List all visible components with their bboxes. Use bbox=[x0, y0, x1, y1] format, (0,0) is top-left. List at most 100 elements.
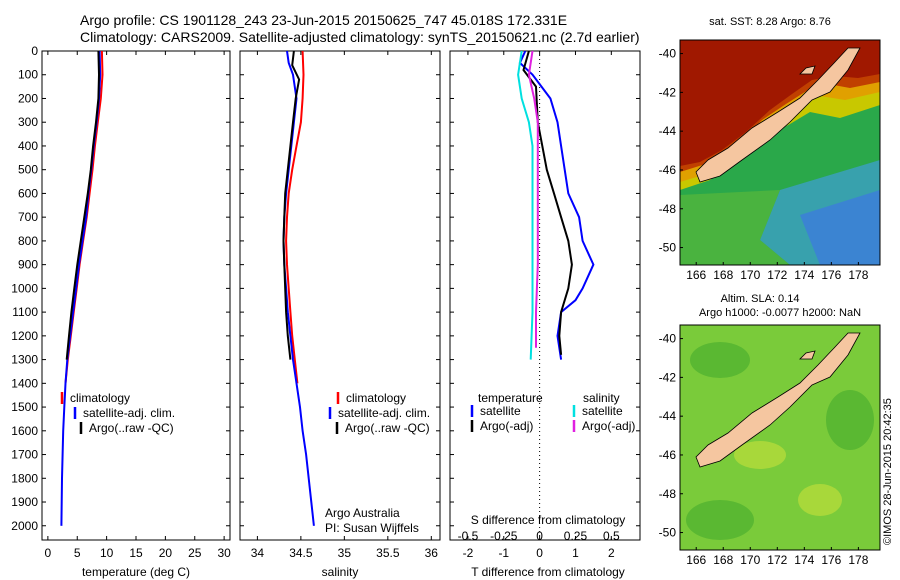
series-group bbox=[517, 51, 595, 360]
x2-tick-label: 0.25 bbox=[564, 529, 588, 543]
y-tick-label: 0 bbox=[31, 44, 38, 58]
y-tick-label: 800 bbox=[18, 234, 38, 248]
salinity-axis-label: salinity bbox=[322, 565, 359, 579]
legend-climatology: climatology bbox=[346, 391, 406, 405]
series-s-argo-adj- bbox=[527, 51, 539, 348]
x-tick-label: 10 bbox=[100, 546, 114, 560]
x-tick-label: 36 bbox=[425, 546, 439, 560]
x-tick-label: 20 bbox=[159, 546, 173, 560]
lat-tick-label: -50 bbox=[659, 241, 677, 255]
legend-t-argo: Argo(-adj) bbox=[480, 419, 533, 433]
salinity-panel-frame bbox=[239, 50, 441, 541]
lat-tick-label: -48 bbox=[659, 202, 677, 216]
x-tick-label: 15 bbox=[129, 546, 143, 560]
y-tick-label: 1300 bbox=[11, 353, 38, 367]
lat-tick-label: -48 bbox=[659, 487, 677, 501]
lon-tick-label: 178 bbox=[848, 268, 868, 282]
x-tick-label: 34.5 bbox=[289, 546, 313, 560]
header-line-1: Argo profile: CS 1901128_243 23-Jun-2015… bbox=[80, 12, 568, 28]
legend-satellite: satellite-adj. clim. bbox=[83, 406, 175, 420]
legend-argo: Argo(..raw -QC) bbox=[89, 421, 174, 435]
x-tick-label: 34 bbox=[251, 546, 265, 560]
temperature-plot: 0 5 10 15 20 25 300100200300400500600700800900… bbox=[11, 44, 231, 560]
x-tick-label: -2 bbox=[463, 546, 474, 560]
sla-map-frame bbox=[679, 324, 881, 551]
y-tick-label: 1500 bbox=[11, 400, 38, 414]
y-tick-label: 700 bbox=[18, 210, 38, 224]
y-tick-label: 1700 bbox=[11, 448, 38, 462]
series-climatology bbox=[285, 51, 305, 384]
x2-tick-label: -0.5 bbox=[458, 529, 479, 543]
y-tick-label: 300 bbox=[18, 115, 38, 129]
series-group bbox=[282, 51, 315, 526]
lon-tick-label: 176 bbox=[821, 268, 841, 282]
lon-tick-label: 170 bbox=[740, 553, 760, 567]
lon-tick-label: 168 bbox=[713, 553, 733, 567]
lon-tick-label: 174 bbox=[794, 268, 814, 282]
y-tick-label: 1000 bbox=[11, 281, 38, 295]
y-tick-label: 1200 bbox=[11, 329, 38, 343]
series-t-satellite bbox=[518, 51, 595, 360]
lon-tick-label: 178 bbox=[848, 553, 868, 567]
legend-climatology: climatology bbox=[70, 391, 130, 405]
x2-tick-label: 0.5 bbox=[603, 529, 620, 543]
lon-tick-label: 176 bbox=[821, 553, 841, 567]
lon-tick-label: 166 bbox=[686, 268, 706, 282]
s-difference-axis-label: S difference from climatology bbox=[471, 513, 626, 527]
difference-legend: temperature satellite Argo(-adj) salinit… bbox=[470, 391, 635, 433]
lon-tick-label: 172 bbox=[767, 553, 787, 567]
x-tick-label: -1 bbox=[498, 546, 509, 560]
lat-tick-label: -44 bbox=[659, 409, 677, 423]
legend-s-satellite: satellite bbox=[582, 404, 623, 418]
lon-tick-label: 168 bbox=[713, 268, 733, 282]
lat-tick-label: -46 bbox=[659, 163, 677, 177]
y-tick-label: 1400 bbox=[11, 376, 38, 390]
credit-text: Argo Australia bbox=[325, 506, 400, 520]
sla-map-subtitle: Argo h1000: -0.0077 h2000: NaN bbox=[699, 307, 861, 319]
y-tick-label: 1600 bbox=[11, 424, 38, 438]
legend-salinity-title: salinity bbox=[583, 391, 620, 405]
x-tick-label: 1 bbox=[572, 546, 579, 560]
lat-tick-label: -42 bbox=[659, 370, 677, 384]
legend-t-satellite: satellite bbox=[480, 404, 521, 418]
x-tick-label: 5 bbox=[74, 546, 81, 560]
series-group bbox=[60, 51, 104, 526]
legend-argo: Argo(..raw -QC) bbox=[345, 421, 430, 435]
x-tick-label: 2 bbox=[608, 546, 615, 560]
lat-tick-label: -46 bbox=[659, 448, 677, 462]
temperature-panel-frame bbox=[41, 50, 231, 541]
y-tick-label: 100 bbox=[18, 68, 38, 82]
x-tick-label: 0 bbox=[536, 546, 543, 560]
y-tick-label: 1900 bbox=[11, 495, 38, 509]
x2-tick-label: -0.25 bbox=[490, 529, 518, 543]
temperature-legend: climatology satellite-adj. clim. Argo(..… bbox=[60, 391, 175, 435]
y-tick-label: 400 bbox=[18, 139, 38, 153]
temperature-axis-label: temperature (deg C) bbox=[82, 565, 190, 579]
x-tick-label: 30 bbox=[217, 546, 231, 560]
lon-tick-label: 170 bbox=[740, 268, 760, 282]
sla-map-ticks: 166 168 170 172 174 176 178 -40 -42 -44 -46 -48 -50 bbox=[659, 332, 869, 567]
difference-panel-frame bbox=[449, 50, 641, 541]
lon-tick-label: 172 bbox=[767, 268, 787, 282]
lat-tick-label: -40 bbox=[659, 47, 677, 61]
lon-tick-label: 166 bbox=[686, 553, 706, 567]
x-tick-label: 35 bbox=[338, 546, 352, 560]
y-tick-label: 1800 bbox=[11, 471, 38, 485]
series-satellite-adj-clim- bbox=[60, 51, 102, 526]
series-t-argo-adj- bbox=[522, 51, 573, 355]
sst-map-ticks: 166 168 170 172 174 176 178 -40 -42 -44 -46 -48 -50 bbox=[659, 47, 869, 282]
series-s-satellite bbox=[517, 51, 534, 360]
salinity-plot: 34 34.5 35 35.5 36 bbox=[240, 50, 440, 560]
t-difference-axis-label: T difference from climatology bbox=[471, 565, 625, 579]
x-tick-label: 25 bbox=[188, 546, 202, 560]
header-line-2: Climatology: CARS2009. Satellite-adjuste… bbox=[80, 29, 640, 45]
sst-map-frame bbox=[679, 39, 881, 266]
x-tick-label: 35.5 bbox=[376, 546, 400, 560]
pi-text: PI: Susan Wijffels bbox=[325, 521, 419, 535]
legend-temperature-title: temperature bbox=[478, 391, 543, 405]
lat-tick-label: -42 bbox=[659, 85, 677, 99]
series-argo-raw-qc- bbox=[65, 51, 101, 360]
x-tick-label: 0 bbox=[45, 546, 52, 560]
lat-tick-label: -50 bbox=[659, 526, 677, 540]
